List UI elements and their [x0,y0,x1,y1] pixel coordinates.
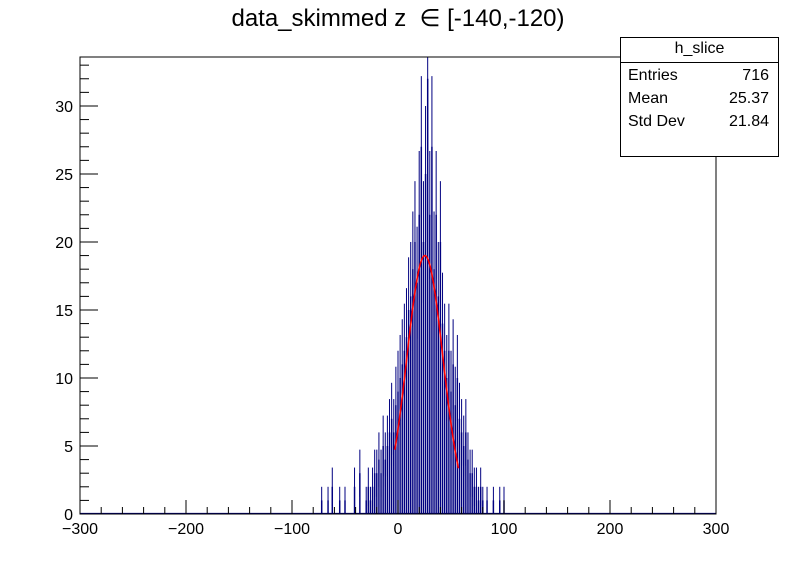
stats-box-title: h_slice [621,38,778,63]
histogram-bin [429,214,431,514]
histogram-bin [435,214,437,514]
histogram-bin [397,391,399,514]
histogram-bin [416,282,418,514]
y-tick-label: 10 [55,371,73,388]
x-tick-label: 0 [394,521,403,538]
y-tick-label: 0 [64,507,73,524]
histogram-bin [465,432,467,514]
x-tick-label: 300 [703,521,730,538]
histogram-bin [456,377,459,514]
histogram-bin [409,296,412,514]
y-tick-label: 30 [55,99,73,116]
stats-value-mean: 25.37 [728,90,769,107]
histogram-bin [390,418,393,514]
y-tick-label: 15 [55,303,73,320]
histogram-bin [462,445,465,514]
histogram-bin [443,350,446,514]
x-tick-label: 200 [597,521,624,538]
histogram-bin [458,418,461,514]
histogram-bin [422,241,425,514]
histogram-bin [407,309,410,514]
histogram-bin [454,405,456,514]
stats-box: h_slice Entries 716 Mean 25.37 Std Dev 2… [620,37,779,157]
x-tick-label: −300 [62,521,98,538]
histogram-bin [460,432,463,514]
stats-row-entries: Entries 716 [621,64,778,87]
stats-row-mean: Mean 25.37 [621,87,778,110]
y-axis: 0 5 10 15 20 25 30 [55,64,98,524]
x-tick-label: −200 [168,521,204,538]
histogram-bin [403,350,406,514]
histogram-bin [393,432,395,514]
stats-label-entries: Entries [628,67,678,84]
histogram-bin [386,445,389,514]
x-axis: −300 −200 −100 0 100 200 300 [62,500,729,538]
gaussian-fit-curve [394,254,460,469]
histogram-bin [405,337,408,514]
histogram-bin [424,173,427,514]
y-tick-label: 20 [55,235,73,252]
y-tick-label: 25 [55,167,73,184]
y-tick-label: 5 [64,439,73,456]
chart-title: data_skimmed z ∈ [-140,-120) [231,5,565,32]
histogram-bin [446,377,448,514]
stats-row-stddev: Std Dev 21.84 [621,110,778,133]
x-tick-label: 100 [491,521,518,538]
histogram-bin [450,391,452,514]
histogram-bin [433,269,435,514]
histogram-bin [441,323,444,514]
histogram-bin [388,432,391,514]
histogram-bin [420,146,423,514]
histogram-bin [395,405,397,514]
histogram-bin [439,241,442,514]
x-tick-label: −100 [274,521,310,538]
histogram-bin [448,350,450,514]
histogram-bin [418,214,420,514]
stats-value-entries: 716 [742,67,769,84]
histogram-bin [412,269,414,514]
histogram-bin [414,241,416,514]
stats-value-stddev: 21.84 [728,113,769,130]
histogram-bin [382,445,384,514]
histogram-bin [401,364,403,514]
stats-label-stddev: Std Dev [628,113,685,130]
histogram-bin [426,78,429,514]
stats-label-mean: Mean [628,90,669,107]
histogram-bin [437,296,440,514]
histogram-bin [431,146,433,514]
histogram-bin [399,377,401,514]
